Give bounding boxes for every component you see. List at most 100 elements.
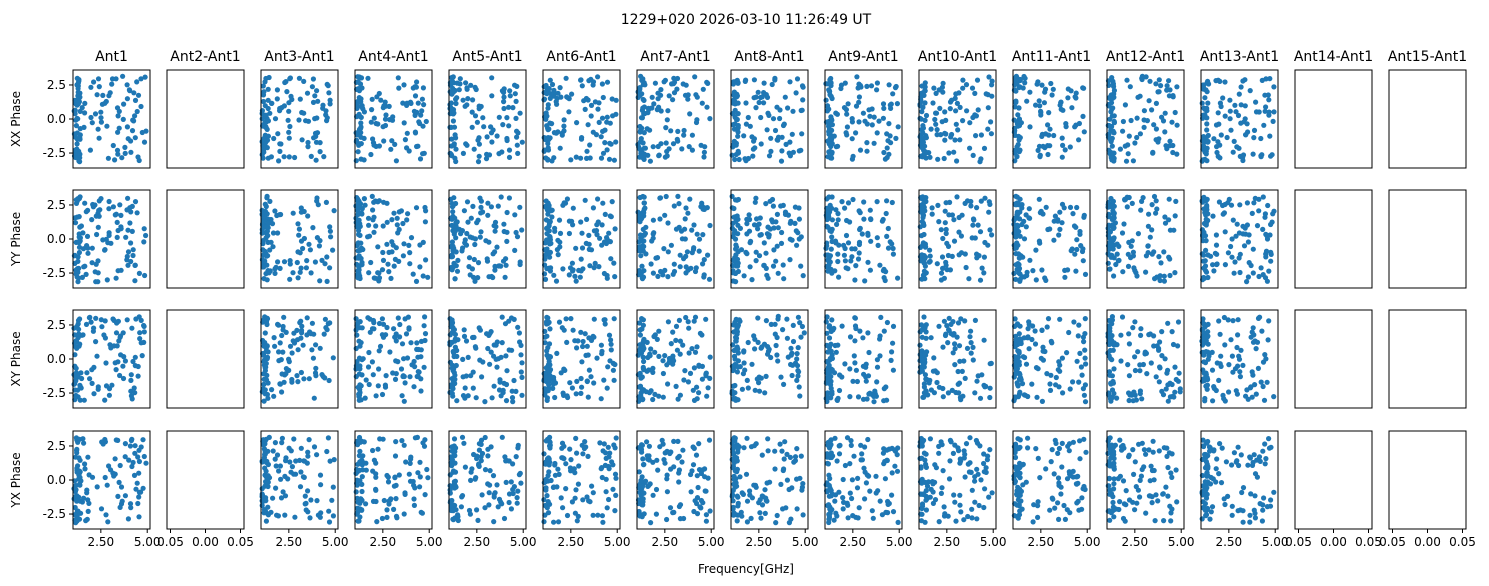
data-point [968, 340, 974, 346]
data-point [493, 224, 499, 230]
data-point [546, 228, 552, 234]
data-point [941, 318, 948, 324]
data-point [1035, 147, 1041, 153]
data-point [286, 154, 292, 160]
data-point [951, 217, 957, 223]
data-point [572, 510, 579, 516]
data-point [730, 122, 736, 128]
data-point [1024, 98, 1030, 104]
data-point [585, 97, 591, 103]
data-point [1199, 100, 1205, 106]
data-point [273, 485, 279, 491]
data-point [1021, 236, 1028, 242]
data-point [1152, 276, 1158, 282]
data-point [943, 117, 949, 123]
data-point [101, 332, 107, 338]
data-point [302, 501, 308, 507]
data-point [835, 258, 841, 265]
panel-frame [918, 69, 997, 169]
data-point [1228, 202, 1235, 208]
data-point [781, 381, 787, 387]
data-point [75, 85, 81, 92]
data-point [71, 325, 77, 331]
data-point [136, 270, 142, 276]
data-point [729, 193, 735, 199]
column-title: Ant14-Ant1 [1294, 49, 1373, 65]
data-point [662, 77, 669, 83]
data-point [735, 129, 741, 135]
data-point [1268, 221, 1274, 228]
data-point [265, 97, 271, 103]
data-point [513, 388, 519, 394]
data-point [856, 94, 863, 100]
data-point [276, 468, 282, 474]
data-point [734, 244, 740, 250]
data-point [845, 200, 852, 206]
data-point [651, 101, 657, 107]
data-point [270, 448, 276, 454]
data-point [129, 203, 135, 209]
data-point [982, 384, 988, 390]
data-point [1057, 102, 1063, 108]
data-point [670, 141, 677, 147]
data-point [770, 203, 777, 209]
data-point [468, 477, 474, 483]
data-point [1023, 361, 1030, 367]
data-point [360, 356, 366, 362]
data-point [694, 344, 700, 350]
data-point [325, 83, 331, 89]
data-point [1039, 398, 1045, 404]
data-point [650, 365, 656, 371]
data-point [665, 220, 671, 226]
data-point [668, 341, 674, 347]
data-point [881, 105, 887, 111]
data-point [325, 435, 331, 441]
data-point [1265, 92, 1271, 98]
data-point [732, 319, 738, 325]
data-point [74, 446, 80, 452]
data-point [491, 519, 497, 525]
data-point [327, 101, 333, 107]
data-point [113, 367, 119, 373]
data-point [132, 113, 138, 119]
data-point [772, 75, 778, 81]
data-point [929, 211, 935, 217]
data-point [1252, 382, 1258, 388]
data-point [960, 393, 966, 399]
data-point [756, 253, 763, 259]
data-point [1036, 196, 1042, 202]
data-point [689, 147, 696, 153]
panel-frame [636, 69, 715, 169]
scatter-series [1105, 314, 1183, 404]
data-point [774, 211, 781, 217]
data-point [462, 103, 468, 109]
data-point [95, 384, 101, 390]
data-point [1232, 259, 1238, 265]
data-point [303, 118, 309, 124]
data-point [765, 351, 771, 357]
data-point [1164, 87, 1170, 93]
data-point [1053, 374, 1059, 381]
data-point [474, 119, 480, 125]
data-point [874, 379, 880, 385]
data-point [1167, 272, 1173, 279]
data-point [106, 392, 112, 398]
data-point [1227, 116, 1233, 122]
data-point [844, 111, 850, 117]
data-point [1012, 148, 1018, 155]
data-point [917, 329, 923, 335]
data-point [851, 353, 857, 359]
data-point [927, 258, 933, 264]
data-point [1165, 320, 1171, 326]
data-point [1231, 270, 1237, 276]
data-point [472, 241, 478, 248]
data-point [920, 357, 926, 363]
data-point [602, 127, 608, 133]
data-point [393, 496, 399, 502]
data-point [485, 345, 491, 352]
data-point [946, 150, 952, 156]
data-point [649, 94, 655, 100]
data-point [357, 113, 363, 119]
data-point [701, 257, 707, 263]
data-point [741, 360, 747, 366]
